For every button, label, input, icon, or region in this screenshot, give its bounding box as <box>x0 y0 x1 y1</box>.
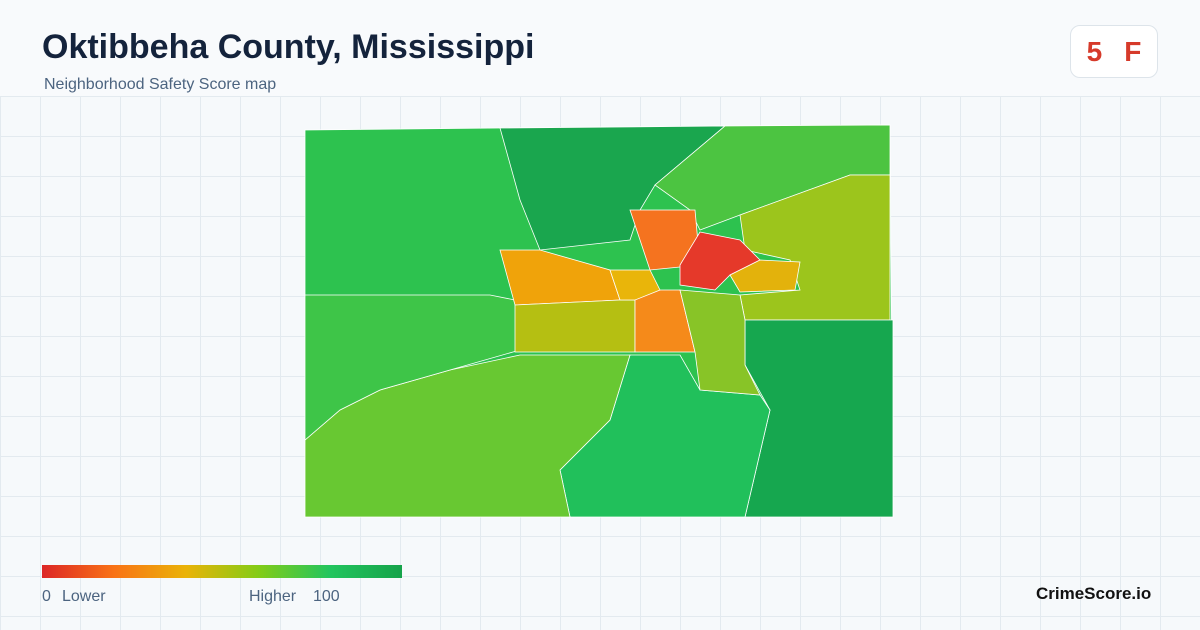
legend-max: 100 <box>313 588 340 605</box>
legend-max-label: Higher <box>249 588 297 605</box>
score: 5 <box>1086 35 1103 67</box>
region <box>729 259 801 293</box>
title: Oktibbeha County, Mississippi <box>42 28 535 66</box>
region <box>304 294 521 441</box>
header <box>0 0 1200 97</box>
grade: F <box>1124 35 1142 67</box>
legend-min-label: Lower <box>62 588 106 605</box>
legend-gradient <box>42 565 402 578</box>
score-badge: 5 F <box>1070 25 1158 78</box>
region <box>679 289 761 396</box>
subtitle: Neighborhood Safety Score map <box>44 76 277 93</box>
region <box>514 299 636 353</box>
region <box>609 269 661 301</box>
legend-min: 0 <box>42 588 51 605</box>
region <box>679 231 761 291</box>
brand: CrimeScore.io <box>1036 584 1152 603</box>
